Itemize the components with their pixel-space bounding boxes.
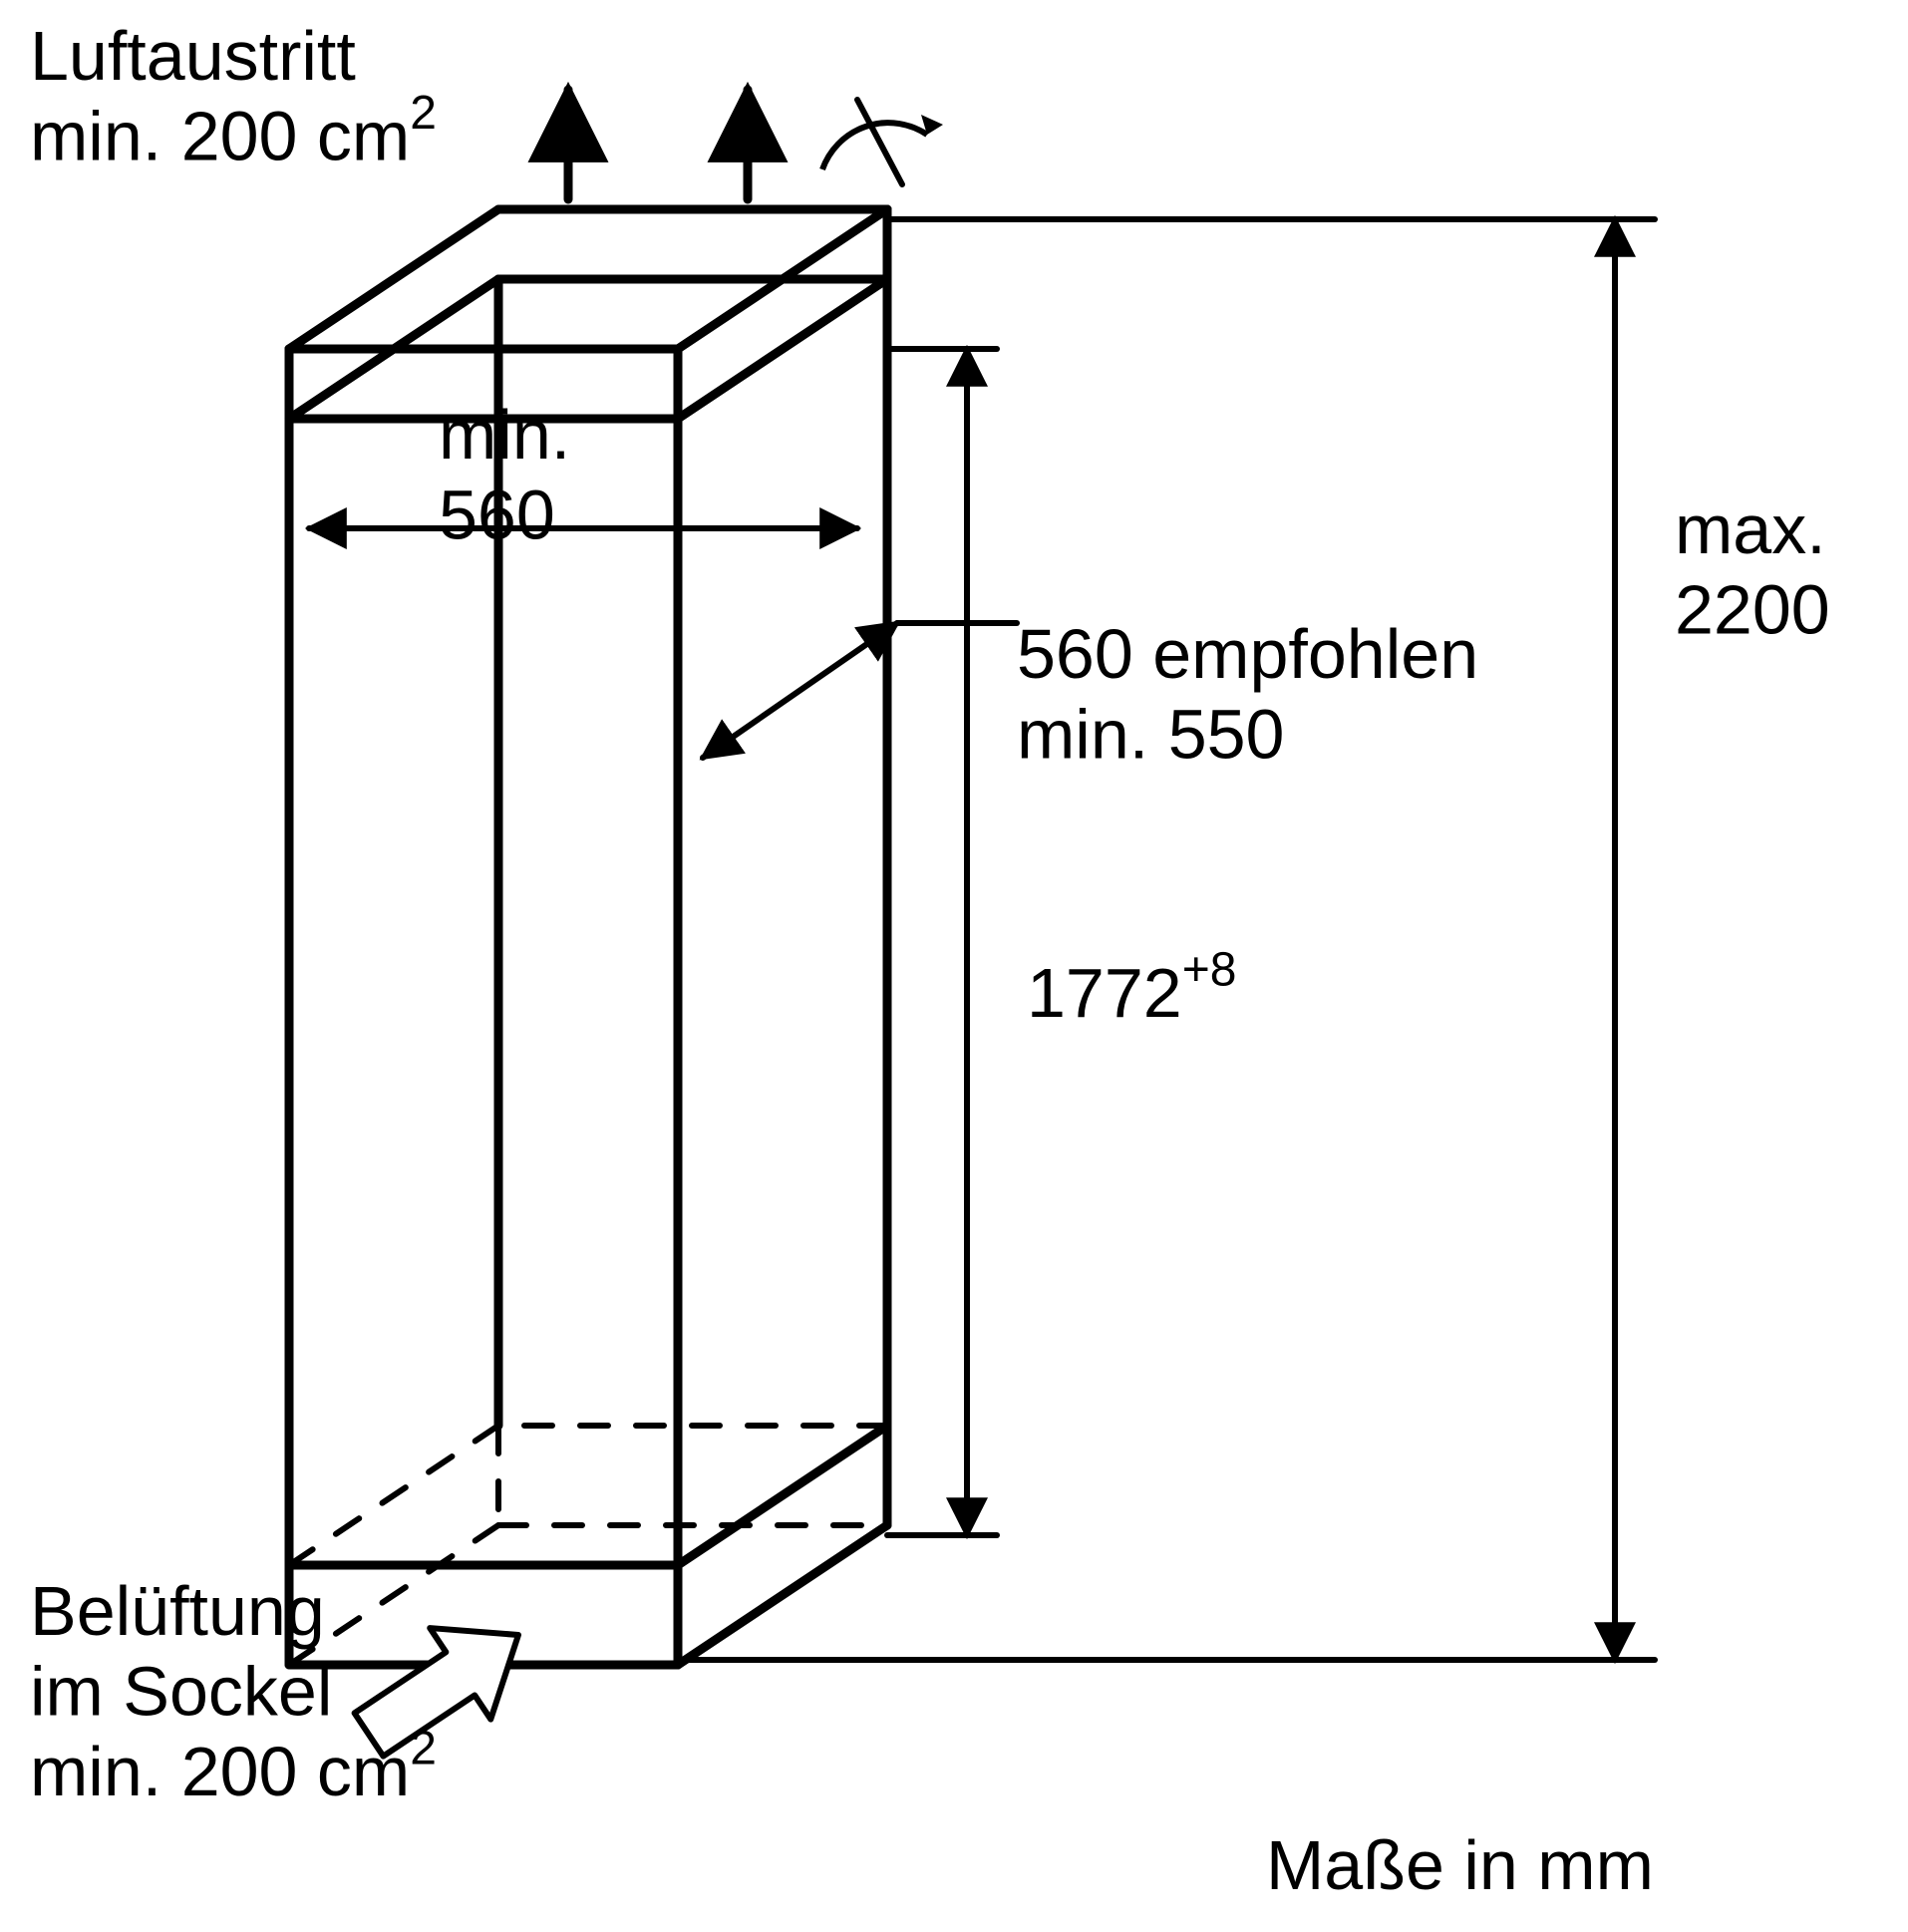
label-air-outlet: Luftaustrittmin. 200 cm2 — [30, 17, 437, 175]
svg-text:Belüftung: Belüftung — [30, 1572, 325, 1650]
cabinet-outline — [289, 209, 887, 1665]
dimension-texts: Luftaustrittmin. 200 cm2min.560560 empfo… — [30, 17, 1830, 1904]
svg-text:min. 200 cm2: min. 200 cm2 — [30, 87, 437, 175]
installation-dimension-diagram: Luftaustrittmin. 200 cm2min.560560 empfo… — [0, 0, 1908, 1932]
svg-text:min.: min. — [439, 396, 570, 474]
svg-text:Luftaustritt: Luftaustritt — [30, 17, 356, 95]
svg-text:2200: 2200 — [1675, 571, 1830, 649]
svg-text:im Sockel: im Sockel — [30, 1653, 332, 1731]
label-sockel-ventilation: Belüftungim Sockelmin. 200 cm2 — [30, 1572, 437, 1810]
svg-text:max.: max. — [1675, 490, 1826, 568]
svg-text:560: 560 — [439, 477, 555, 554]
svg-text:min. 200 cm2: min. 200 cm2 — [30, 1723, 437, 1811]
label-depth-560: 560 empfohlenmin. 550 — [1017, 615, 1478, 774]
svg-text:1772+8: 1772+8 — [1027, 944, 1236, 1033]
label-max-height: max.2200 — [1675, 490, 1830, 649]
label-niche-height: 1772+8 — [1027, 944, 1236, 1033]
svg-text:560 empfohlen: 560 empfohlen — [1017, 615, 1478, 693]
label-width-560: min.560 — [439, 396, 570, 554]
label-units: Maße in mm — [1266, 1826, 1654, 1904]
svg-text:min. 550: min. 550 — [1017, 696, 1284, 774]
airflow-arrows — [355, 90, 943, 1757]
